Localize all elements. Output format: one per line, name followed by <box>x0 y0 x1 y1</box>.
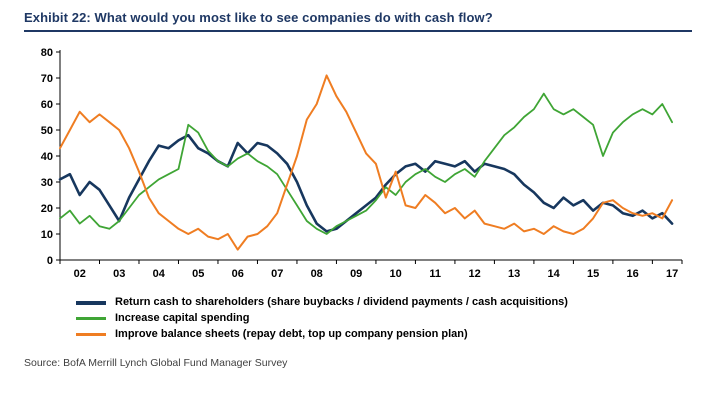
line-chart: 0 10 20 30 40 50 60 70 80 02 03 04 05 06 07 08 09 10 11 12 1… <box>26 40 692 292</box>
chart-plot-area: 0 10 20 30 40 50 60 70 80 02 03 04 05 06 07 08 09 10 11 12 1… <box>41 47 683 280</box>
svg-text:07: 07 <box>271 268 283 280</box>
svg-text:05: 05 <box>192 268 204 280</box>
svg-text:10: 10 <box>41 229 53 241</box>
chart-legend: Return cash to shareholders (share buyba… <box>76 296 692 341</box>
legend-line-navy <box>76 300 106 305</box>
svg-text:03: 03 <box>113 268 125 280</box>
svg-text:16: 16 <box>627 268 639 280</box>
svg-text:17: 17 <box>666 268 678 280</box>
svg-text:15: 15 <box>587 268 599 280</box>
exhibit-header: Exhibit 22: What would you most like to … <box>24 10 692 32</box>
svg-text:40: 40 <box>41 151 53 163</box>
svg-text:06: 06 <box>232 268 244 280</box>
legend-item-return-cash: Return cash to shareholders (share buyba… <box>76 296 692 309</box>
svg-text:13: 13 <box>508 268 520 280</box>
svg-text:0: 0 <box>47 255 53 267</box>
svg-text:70: 70 <box>41 73 53 85</box>
legend-label: Increase capital spending <box>115 312 250 324</box>
svg-text:80: 80 <box>41 47 53 59</box>
legend-label: Improve balance sheets (repay debt, top … <box>115 328 468 340</box>
svg-text:30: 30 <box>41 177 53 189</box>
legend-item-capital-spending: Increase capital spending <box>76 312 692 325</box>
svg-text:04: 04 <box>153 268 166 280</box>
source-note: Source: BofA Merrill Lynch Global Fund M… <box>24 357 288 369</box>
legend-line-green <box>76 317 106 320</box>
svg-text:11: 11 <box>429 268 441 280</box>
svg-text:60: 60 <box>41 99 53 111</box>
svg-text:10: 10 <box>390 268 402 280</box>
svg-text:02: 02 <box>74 268 86 280</box>
svg-text:50: 50 <box>41 125 53 137</box>
svg-text:20: 20 <box>41 203 53 215</box>
chart-title: Exhibit 22: What would you most like to … <box>24 10 493 25</box>
legend-label: Return cash to shareholders (share buyba… <box>115 296 568 308</box>
svg-text:12: 12 <box>469 268 481 280</box>
legend-line-orange <box>76 333 106 336</box>
svg-text:09: 09 <box>350 268 362 280</box>
legend-item-balance-sheets: Improve balance sheets (repay debt, top … <box>76 328 692 341</box>
svg-text:08: 08 <box>311 268 323 280</box>
svg-text:14: 14 <box>548 268 561 280</box>
